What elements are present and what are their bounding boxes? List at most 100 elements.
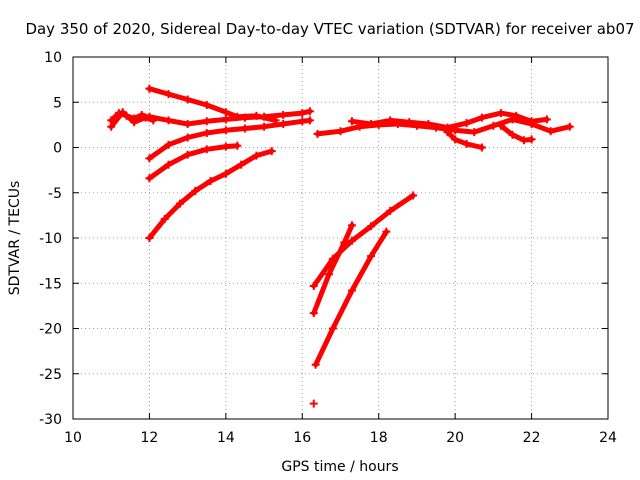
- data-point: [279, 110, 288, 119]
- data-point: [424, 119, 433, 128]
- data-point: [309, 281, 318, 290]
- data-point: [298, 109, 307, 118]
- series-arc-10: [445, 129, 485, 150]
- data-point: [305, 116, 314, 125]
- data-point: [328, 324, 337, 333]
- data-point: [145, 234, 154, 242]
- series-arc-12: [311, 193, 416, 289]
- data-point: [367, 119, 376, 128]
- data-point: [160, 214, 169, 223]
- data-point: [191, 186, 200, 195]
- data-point: [145, 84, 154, 93]
- data-point: [164, 140, 173, 149]
- data-point: [107, 122, 116, 131]
- data-point: [183, 150, 192, 159]
- data-point: [240, 113, 249, 122]
- data-point: [252, 151, 261, 160]
- data-point: [462, 139, 471, 148]
- data-point: [527, 117, 536, 126]
- data-point: [405, 118, 414, 127]
- data-series: [107, 84, 574, 408]
- data-point: [164, 160, 173, 169]
- data-point: [497, 121, 505, 130]
- data-point: [546, 127, 555, 136]
- y-tick-label: -20: [39, 322, 62, 338]
- data-point: [477, 143, 486, 152]
- data-point: [462, 119, 471, 128]
- data-point: [164, 90, 173, 99]
- chart-title: Day 350 of 2020, Sidereal Day-to-day VTE…: [25, 20, 634, 38]
- data-point: [489, 121, 498, 130]
- series-arc-13: [311, 222, 355, 316]
- x-tick-label: 10: [64, 430, 82, 446]
- y-tick-label: 5: [53, 95, 62, 111]
- data-point: [237, 160, 246, 169]
- data-point: [347, 221, 356, 230]
- x-tick-label: 14: [217, 430, 235, 446]
- x-tick-label: 16: [293, 430, 311, 446]
- series-arc-4: [146, 108, 313, 127]
- data-point: [336, 127, 345, 136]
- data-point: [309, 309, 318, 318]
- y-tick-label: -10: [39, 231, 62, 247]
- data-point: [367, 222, 376, 231]
- data-point: [298, 117, 307, 126]
- data-point: [347, 286, 356, 295]
- x-tick-label: 20: [446, 430, 464, 446]
- data-point: [313, 129, 322, 138]
- data-point: [519, 136, 528, 145]
- x-tick-label: 18: [370, 430, 388, 446]
- data-point: [497, 109, 505, 118]
- y-tick-label: -5: [48, 186, 62, 202]
- y-tick-label: -15: [39, 276, 62, 292]
- data-point: [347, 236, 356, 245]
- series-arc-5: [146, 117, 313, 161]
- data-point: [118, 108, 127, 117]
- data-point: [164, 116, 173, 125]
- data-point: [279, 119, 288, 128]
- data-point: [325, 270, 334, 279]
- data-point: [176, 199, 184, 208]
- data-point: [512, 111, 521, 120]
- data-point: [305, 107, 314, 116]
- x-tick-label: 22: [523, 430, 541, 446]
- x-tick-label: 24: [599, 430, 617, 446]
- data-point: [309, 399, 318, 408]
- data-point: [409, 191, 418, 200]
- data-point: [145, 154, 154, 163]
- y-axis-label: SDTVAR / TECUs: [7, 181, 23, 296]
- data-point: [367, 252, 376, 261]
- data-point: [386, 116, 395, 125]
- y-tick-label: 10: [44, 50, 62, 66]
- data-point: [183, 95, 192, 104]
- data-point: [477, 113, 486, 122]
- data-point: [130, 118, 139, 127]
- data-point: [145, 174, 154, 183]
- data-point: [470, 128, 479, 137]
- y-tick-label: -30: [39, 412, 62, 428]
- data-point: [508, 130, 517, 139]
- data-point: [260, 112, 269, 121]
- data-point: [340, 238, 349, 247]
- data-point: [221, 169, 230, 178]
- data-point: [221, 108, 230, 117]
- data-point: [260, 122, 269, 131]
- x-axis-label: GPS time / hours: [281, 459, 398, 475]
- data-point: [202, 117, 211, 126]
- y-tick-label: 0: [53, 141, 62, 157]
- axis-ticks: 10 12 14 16 18 20 22 24 -30 -25 -20 -15 -10 -5 0 5 10: [39, 50, 617, 446]
- data-point: [443, 128, 452, 137]
- data-point: [386, 206, 395, 215]
- data-point: [240, 124, 249, 133]
- data-point: [311, 360, 320, 369]
- data-point: [347, 117, 356, 126]
- data-point: [542, 115, 551, 124]
- data-point: [183, 133, 192, 142]
- data-point: [221, 115, 230, 124]
- data-point: [221, 126, 230, 135]
- data-point: [451, 135, 460, 144]
- data-point: [221, 142, 230, 151]
- data-point: [233, 141, 242, 150]
